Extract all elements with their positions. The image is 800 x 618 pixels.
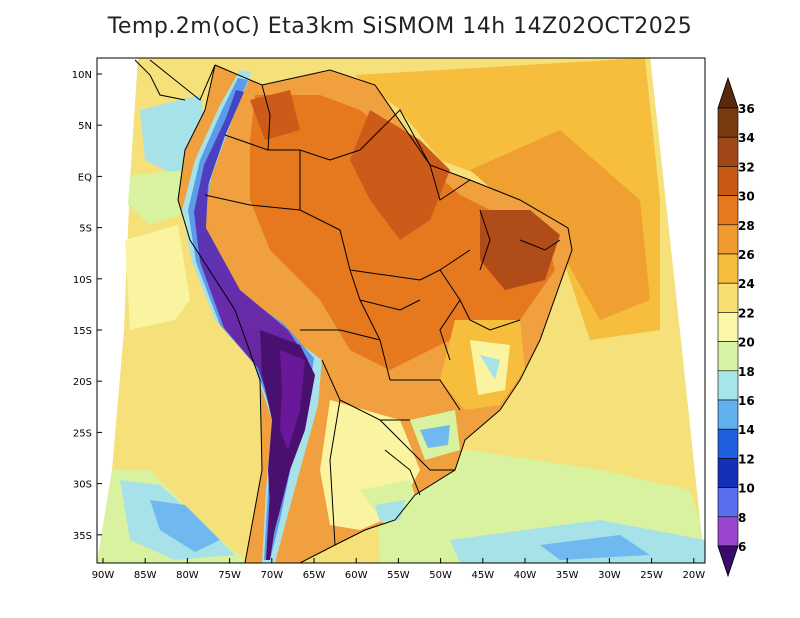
colorbar-label: 16 <box>738 394 755 408</box>
colorbar-label: 26 <box>738 248 755 262</box>
temperature-field <box>97 58 705 563</box>
colorbar-top-arrow <box>717 76 739 109</box>
colorbar-swatch <box>717 341 739 372</box>
colorbar-swatch <box>717 224 739 255</box>
colorbar-label: 18 <box>738 365 755 379</box>
lat-tick-label: 5N <box>78 121 92 132</box>
colorbar-swatch <box>717 399 739 430</box>
colorbar-label: 8 <box>738 511 746 525</box>
colorbar-label: 22 <box>738 306 755 320</box>
lon-tick-label: 20W <box>682 570 705 581</box>
colorbar-label: 14 <box>738 423 755 437</box>
lat-tick-label: EQ <box>78 172 92 183</box>
lon-tick-label: 40W <box>514 570 537 581</box>
colorbar-label: 10 <box>738 482 755 496</box>
lon-tick-label: 90W <box>92 570 115 581</box>
lon-tick-label: 65W <box>303 570 326 581</box>
lon-tick-label: 60W <box>345 570 368 581</box>
colorbar-swatch <box>717 253 739 284</box>
colorbar-label: 32 <box>738 160 755 174</box>
colorbar-swatch <box>717 516 739 547</box>
colorbar-label: 6 <box>738 540 746 554</box>
lat-tick-label: 30S <box>73 480 92 491</box>
colorbar-swatch <box>717 312 739 342</box>
map-title: Temp.2m(oC) Eta3km SiSMOM 14h 14Z02OCT20… <box>107 14 693 39</box>
lat-tick-label: 20S <box>73 377 92 388</box>
colorbar-label: 36 <box>738 102 755 116</box>
colorbar-swatch <box>717 282 739 313</box>
colorbar-label: 20 <box>738 336 755 350</box>
colorbar-swatch <box>717 107 739 138</box>
country-borders <box>134 59 573 563</box>
colorbar-swatch <box>717 195 739 226</box>
lat-tick-label: 35S <box>73 531 92 542</box>
colorbar-label: 34 <box>738 131 755 145</box>
map-frame <box>96 57 706 564</box>
colorbar-label: 12 <box>738 452 755 466</box>
longitude-axis: 90W 85W 80W 75W 70W 65W 60W 55W 50W 45W 40W 35W 30W 2… <box>92 558 705 581</box>
lon-tick-label: 35W <box>556 570 579 581</box>
lat-tick-label: 15S <box>73 326 92 337</box>
lon-tick-label: 80W <box>176 570 199 581</box>
lat-tick-label: 5S <box>79 224 92 235</box>
latitude-axis: 10N 5N EQ 5S 10S 15S 20S 25S 30S 35S <box>72 70 102 542</box>
colorbar-label: 24 <box>738 277 755 291</box>
colorbar-swatch <box>717 370 739 401</box>
lat-tick-label: 10N <box>72 70 92 81</box>
lon-tick-label: 75W <box>218 570 241 581</box>
lon-tick-label: 70W <box>260 570 283 581</box>
lon-tick-label: 55W <box>387 570 410 581</box>
colorbar-swatch <box>717 487 739 518</box>
colorbar-swatch <box>717 458 739 488</box>
colorbar-swatch <box>717 166 739 196</box>
lon-tick-label: 45W <box>471 570 494 581</box>
lon-tick-label: 30W <box>598 570 621 581</box>
colorbar: 36 34 32 30 28 26 24 22 20 18 16 14 12 10 8 6 <box>717 76 755 578</box>
colorbar-bottom-arrow <box>717 545 739 578</box>
lat-tick-label: 10S <box>73 275 92 286</box>
colorbar-label: 28 <box>738 219 755 233</box>
lon-tick-label: 50W <box>429 570 452 581</box>
colorbar-label: 30 <box>738 190 755 204</box>
lon-tick-label: 25W <box>640 570 663 581</box>
lon-tick-label: 85W <box>134 570 157 581</box>
colorbar-swatch <box>717 428 739 459</box>
lat-tick-label: 25S <box>73 428 92 439</box>
colorbar-swatch <box>717 136 739 167</box>
